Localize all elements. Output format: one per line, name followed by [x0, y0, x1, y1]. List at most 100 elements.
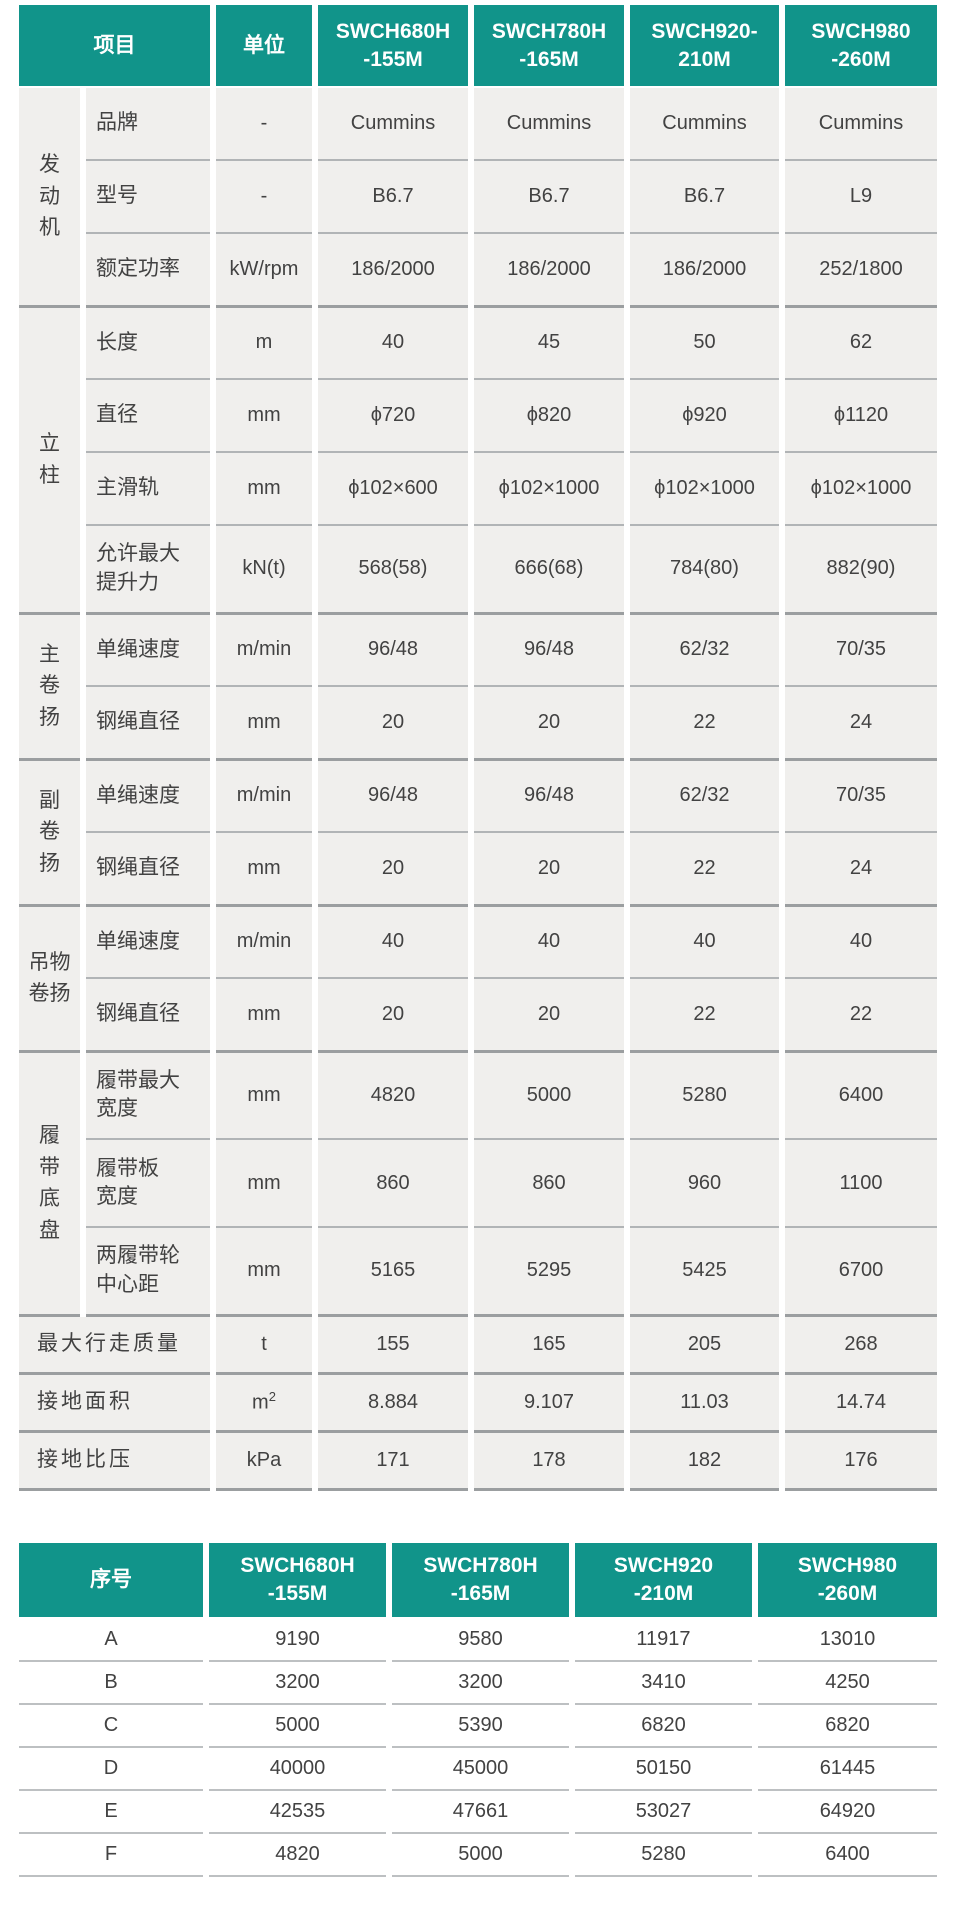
unit-value: m [210, 304, 315, 379]
item-label: 直径 [80, 378, 213, 452]
spec-value: 5165 [312, 1226, 471, 1315]
spec-value: 6400 [779, 1049, 937, 1139]
spec-value: 40 [779, 903, 937, 978]
unit-value: mm [210, 1226, 315, 1315]
spec-value: 882(90) [779, 524, 937, 613]
spec-table-header: 项目 单位 SWCH680H -155M SWCH780H -165M SWCH… [19, 5, 937, 88]
spec-value: 62/32 [624, 757, 782, 832]
spec-value: 568(58) [312, 524, 471, 613]
item-label: 单绳速度 [80, 611, 213, 686]
spec-row: 两履带轮 中心距 mm 5165 5295 5425 6700 [19, 1226, 937, 1315]
spec-value: ϕ102×1000 [779, 451, 937, 525]
spec-value: ϕ720 [312, 378, 471, 452]
group-label: 吊物 卷扬 [19, 903, 83, 1051]
header-model-2: SWCH780H -165M [386, 1542, 572, 1619]
spec-summary-row: 接地面积 m2 8.884 9.107 11.03 14.74 [19, 1371, 937, 1431]
unit-value: kN(t) [210, 524, 315, 613]
spec-value: 860 [312, 1138, 471, 1227]
spec-value: 5425 [624, 1226, 782, 1315]
spec-value: 24 [779, 685, 937, 759]
dim-row: A 9190 9580 11917 13010 [19, 1617, 937, 1662]
spec-value: 96/48 [312, 757, 471, 832]
header-model-1: SWCH680H -155M [203, 1542, 389, 1619]
spec-value: Cummins [312, 87, 471, 160]
spec-value: 268 [779, 1313, 937, 1373]
dim-value: 50150 [569, 1746, 755, 1791]
dim-row-label: B [19, 1660, 206, 1705]
spec-value: 6700 [779, 1226, 937, 1315]
spec-value: 22 [624, 831, 782, 905]
spec-value: 40 [624, 903, 782, 978]
spec-value: ϕ1120 [779, 378, 937, 452]
spec-row: 主滑轨 mm ϕ102×600 ϕ102×1000 ϕ102×1000 ϕ102×1000 [19, 451, 937, 525]
spec-value: ϕ102×600 [312, 451, 471, 525]
spec-value: 22 [624, 977, 782, 1051]
item-label: 主滑轨 [80, 451, 213, 525]
group-label: 发 动 机 [19, 87, 83, 306]
dim-value: 45000 [386, 1746, 572, 1791]
item-label: 钢绳直径 [80, 685, 213, 759]
spec-value: 50 [624, 304, 782, 379]
dim-value: 9580 [386, 1617, 572, 1662]
spec-value: 24 [779, 831, 937, 905]
dim-value: 4820 [203, 1832, 389, 1877]
unit-value: mm [210, 1049, 315, 1139]
spec-row: 发 动 机品牌 - Cummins Cummins Cummins Cummins [19, 87, 937, 306]
spec-value: 205 [624, 1313, 782, 1373]
dim-value: 5280 [569, 1832, 755, 1877]
spec-value: 186/2000 [468, 232, 627, 306]
spec-value: 171 [312, 1429, 471, 1491]
spec-row: 直径 mm ϕ720 ϕ820 ϕ920 ϕ1120 [19, 378, 937, 452]
spec-value: 860 [468, 1138, 627, 1227]
spec-value: 22 [624, 685, 782, 759]
spec-value: 96/48 [468, 757, 627, 832]
spec-value: ϕ102×1000 [624, 451, 782, 525]
spec-value: 155 [312, 1313, 471, 1373]
spec-value: 784(80) [624, 524, 782, 613]
spec-value: 252/1800 [779, 232, 937, 306]
spec-value: L9 [779, 159, 937, 233]
dim-row-label: C [19, 1703, 206, 1748]
dim-row-label: A [19, 1617, 206, 1662]
spec-value: 960 [624, 1138, 782, 1227]
spec-row: 额定功率 kW/rpm 186/2000 186/2000 186/2000 252/18… [19, 232, 937, 306]
spec-value: 178 [468, 1429, 627, 1491]
unit-value: mm [210, 831, 315, 905]
dim-value: 64920 [752, 1789, 937, 1834]
dim-value: 4250 [752, 1660, 937, 1705]
dim-value: 6820 [752, 1703, 937, 1748]
item-label: 单绳速度 [80, 903, 213, 978]
dim-value: 5390 [386, 1703, 572, 1748]
spec-value: ϕ820 [468, 378, 627, 452]
spec-value: 20 [312, 977, 471, 1051]
page: 项目 单位 SWCH680H -155M SWCH780H -165M SWCH… [19, 5, 937, 1877]
item-label: 钢绳直径 [80, 831, 213, 905]
item-label: 履带最大 宽度 [80, 1049, 213, 1139]
item-label: 履带板 宽度 [80, 1138, 213, 1227]
unit-value: mm [210, 1138, 315, 1227]
header-model-4: SWCH980 -260M [752, 1542, 937, 1619]
dim-row-label: E [19, 1789, 206, 1834]
spec-header-row: 项目 单位 SWCH680H -155M SWCH780H -165M SWCH… [19, 5, 937, 88]
header-item: 项目 [19, 5, 213, 88]
header-model-1: SWCH680H -155M [312, 5, 471, 88]
item-label: 品牌 [80, 87, 213, 160]
dim-value: 5000 [203, 1703, 389, 1748]
spec-value: B6.7 [468, 159, 627, 233]
spec-value: 666(68) [468, 524, 627, 613]
spec-value: 20 [312, 831, 471, 905]
spec-value: B6.7 [624, 159, 782, 233]
dim-value: 61445 [752, 1746, 937, 1791]
summary-label: 最大行走质量 [19, 1313, 213, 1373]
spec-value: Cummins [468, 87, 627, 160]
spec-row: 履 带 底 盘履带最大 宽度 mm 4820 5000 5280 6400 [19, 1049, 937, 1315]
spec-value: 70/35 [779, 757, 937, 832]
spec-value: Cummins [624, 87, 782, 160]
spec-value: B6.7 [312, 159, 471, 233]
spec-table-body: 发 动 机品牌 - Cummins Cummins Cummins Cummins 型号 - B… [19, 87, 937, 1491]
dim-value: 3200 [386, 1660, 572, 1705]
spec-value: 11.03 [624, 1371, 782, 1431]
unit-value: - [210, 159, 315, 233]
spec-row: 立 柱长度 m 40 45 50 62 [19, 304, 937, 613]
header-model-3: SWCH920 -210M [569, 1542, 755, 1619]
